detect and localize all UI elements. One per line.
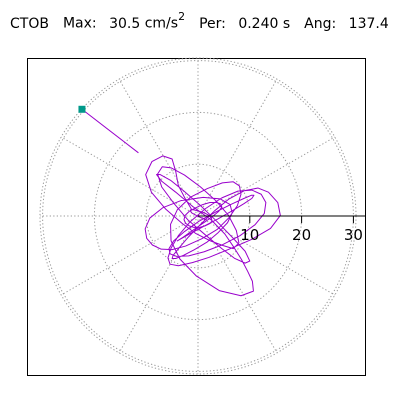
station-code: CTOB: [10, 15, 49, 32]
ang-label: Ang:: [304, 15, 337, 32]
max-group: Max: 30.5 cm/s2: [62, 10, 186, 32]
plot-frame: [27, 58, 366, 376]
per-label: Per:: [199, 15, 226, 32]
max-units-exp: 2: [178, 10, 186, 23]
max-label: Max:: [62, 15, 97, 32]
max-units-base: cm/s: [144, 15, 179, 32]
per-group: Per: 0.240 s: [199, 16, 290, 32]
max-value: 30.5: [109, 15, 141, 32]
ang-group: Ang: 137.4: [304, 16, 389, 32]
per-value: 0.240 s: [238, 15, 291, 32]
chart-header: CTOB Max: 30.5 cm/s2 Per: 0.240 s Ang: 1…: [10, 10, 390, 38]
ang-value: 137.4: [348, 15, 389, 32]
